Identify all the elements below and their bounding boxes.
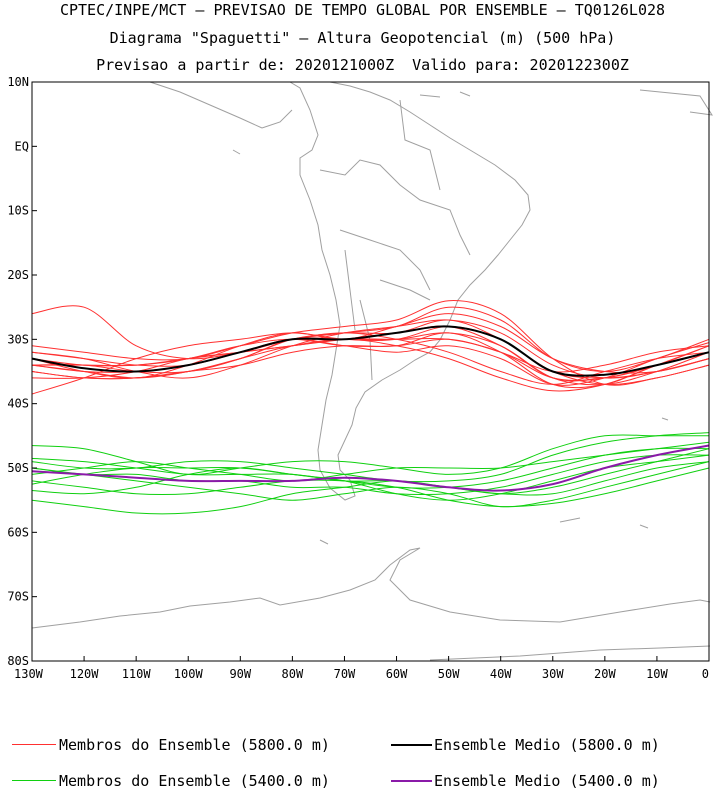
x-tick-label: 50W bbox=[438, 667, 460, 681]
axis-ticks: 130W 120W 110W 100W 90W 80W 70W 60W 50W 40W 30W 20W… bbox=[7, 75, 710, 681]
legend-label-mean-5400: Ensemble Medio (5400.0 m) bbox=[434, 772, 660, 790]
series-line-m5800-1 bbox=[31, 305, 710, 373]
southern-islands bbox=[232, 149, 669, 545]
title-line-2: Diagrama "Spaguetti" — Altura Geopotenci… bbox=[109, 29, 616, 47]
caribbean-islands bbox=[419, 89, 713, 116]
x-tick-label: 70W bbox=[334, 667, 356, 681]
y-tick-label: EQ bbox=[15, 139, 29, 153]
series-line-m5400-10 bbox=[31, 454, 710, 496]
y-tick-label: 10N bbox=[7, 75, 29, 89]
y-tick-label: 70S bbox=[7, 590, 29, 604]
legend-label-members-5800: Membros do Ensemble (5800.0 m) bbox=[59, 736, 330, 754]
central-america-coast bbox=[149, 81, 293, 129]
y-tick-label: 10S bbox=[7, 204, 29, 218]
x-tick-label: 30W bbox=[542, 667, 564, 681]
series-line-m5400-9 bbox=[31, 467, 710, 508]
x-tick-label: 100W bbox=[174, 667, 204, 681]
y-tick-label: 60S bbox=[7, 525, 29, 539]
series-line-m5400-1 bbox=[31, 434, 709, 476]
x-tick-label: 40W bbox=[490, 667, 512, 681]
series-line-m5800-13 bbox=[31, 332, 710, 385]
title-line-3: Previsao a partir de: 2020121000Z Valido… bbox=[96, 56, 629, 74]
x-tick-label: 80W bbox=[282, 667, 304, 681]
y-tick-label: 50S bbox=[7, 461, 29, 475]
series-line-m5400-4 bbox=[31, 447, 710, 489]
legend-label-mean-5800: Ensemble Medio (5800.0 m) bbox=[434, 736, 660, 754]
series-line-m5400-8 bbox=[31, 448, 710, 495]
series-line-m5800-11 bbox=[31, 337, 710, 381]
legend-label-members-5400: Membros do Ensemble (5400.0 m) bbox=[59, 772, 330, 790]
coastline-map bbox=[31, 81, 713, 661]
series-line-m5400-7 bbox=[31, 461, 710, 508]
legend-swatch-mean-5400 bbox=[391, 780, 432, 782]
series-line-m5800-3 bbox=[31, 300, 710, 386]
y-tick-label: 30S bbox=[7, 332, 29, 346]
title-line-1: CPTEC/INPE/MCT — PREVISAO DE TEMPO GLOBA… bbox=[59, 1, 666, 19]
x-tick-label: 20W bbox=[594, 667, 616, 681]
y-tick-label: 80S bbox=[7, 654, 29, 668]
legend-swatch-members-5400 bbox=[12, 780, 56, 781]
series-lines bbox=[31, 300, 710, 515]
x-tick-label: 130W bbox=[14, 667, 44, 681]
x-tick-label: 0 bbox=[702, 667, 709, 681]
y-tick-label: 20S bbox=[7, 268, 29, 282]
legend-swatch-mean-5800 bbox=[391, 744, 432, 746]
y-tick-label: 40S bbox=[7, 397, 29, 411]
country-borders bbox=[319, 99, 471, 381]
x-tick-label: 90W bbox=[229, 667, 251, 681]
legend-swatch-members-5800 bbox=[12, 744, 56, 745]
x-tick-label: 120W bbox=[70, 667, 100, 681]
antarctica-coast bbox=[31, 517, 711, 661]
x-tick-label: 10W bbox=[646, 667, 668, 681]
series-line-m5800-5 bbox=[31, 319, 710, 379]
x-tick-label: 110W bbox=[122, 667, 152, 681]
series-line-ensemble-medio-5800-0-m- bbox=[31, 325, 710, 377]
series-line-m5800-12 bbox=[31, 332, 710, 389]
south-america-coast bbox=[289, 81, 531, 501]
series-line-ensemble-medio-5400-0-m- bbox=[31, 444, 710, 492]
plot-frame bbox=[31, 81, 710, 662]
x-tick-label: 60W bbox=[386, 667, 408, 681]
